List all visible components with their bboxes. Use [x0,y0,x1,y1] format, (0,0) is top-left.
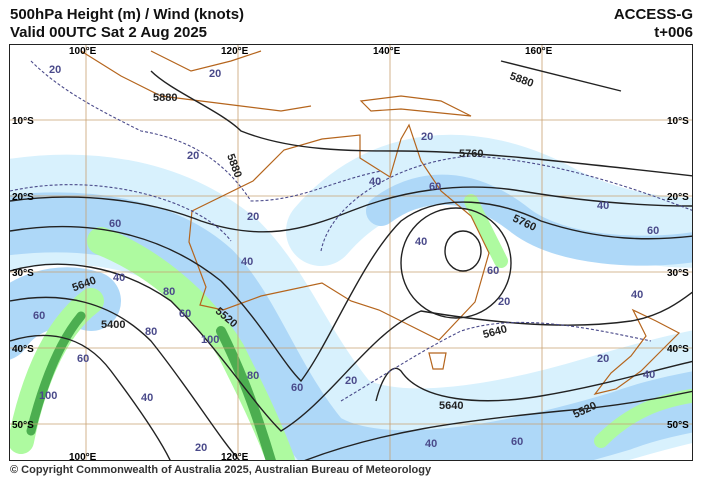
isotach-label: 60 [109,218,121,230]
longitude-labels-top: 100°E 120°E 140°E 160°E [69,46,553,57]
isotach-label: 60 [33,310,45,322]
copyright-notice: © Copyright Commonwealth of Australia 20… [10,464,432,476]
lat-label: 50°S [12,420,34,431]
isotach-label: 100 [201,334,219,346]
lat-label: 40°S [667,344,689,355]
lon-label: 140°E [373,46,401,57]
lon-label: 100°E [69,46,97,57]
isotach-label: 20 [345,375,357,387]
height-contour [150,70,692,177]
lat-label: 40°S [12,344,34,355]
isotach-label: 60 [429,181,441,193]
lat-label: 20°S [12,192,34,203]
height-contour [10,334,171,460]
height-contour-label: 5880 [224,152,244,179]
isotach-label: 60 [179,308,191,320]
height-contour [10,186,692,233]
height-contour [444,230,482,272]
height-contour-label: 5640 [439,400,463,412]
isotach-label: 40 [241,256,253,268]
isotach-label: 60 [77,353,89,365]
isotach-label: 20 [498,296,510,308]
model-name: ACCESS-G [613,6,693,23]
jet-band-80-south [594,389,692,448]
isotach-label: 80 [145,326,157,338]
isotachs [10,60,692,402]
isotach-label: 20 [421,131,433,143]
height-contour-label: 5880 [508,70,535,90]
australia-coast [188,123,490,341]
lon-label: 100°E [69,452,97,461]
lat-label: 50°S [667,420,689,431]
valid-time: Valid 00UTC Sat 2 Aug 2025 [10,24,208,41]
lon-label: 160°E [525,46,553,57]
lat-label: 30°S [12,268,34,279]
isotach-label: 20 [209,68,221,80]
isotach-label: 20 [195,442,207,454]
height-contour [400,207,512,319]
isotach-label: 20 [597,353,609,365]
isotach-line [30,60,382,202]
isotach-line [10,184,232,242]
tasmania-coast [428,352,447,370]
jet-band-100-sw [26,311,86,436]
height-contour-label: 5400 [101,319,125,331]
isotach-label: 40 [631,289,643,301]
latitude-labels-left: 10°S 20°S 30°S 40°S 50°S [12,116,34,431]
weather-map: 100°E 120°E 140°E 160°E 100°E 120°E 10°S… [9,44,693,461]
height-contour [304,390,692,460]
isotach-label: 40 [643,369,655,381]
lat-label: 30°S [667,268,689,279]
isotach-label: 40 [113,272,125,284]
graticule [10,45,692,460]
latitude-labels-right: 10°S 20°S 30°S 40°S 50°S [667,116,689,431]
isotach-label: 40 [141,392,153,404]
jet-band-80-north [464,194,508,268]
height-contour-label: 5880 [153,92,177,104]
new-guinea-coast [359,95,472,117]
wind-labels: 20 20 20 20 40 60 60 40 60 40 80 60 100 … [33,64,659,454]
isotach-label: 60 [647,225,659,237]
isotach-label: 60 [487,265,499,277]
isotach-label: 100 [39,390,57,402]
indonesia-coast [80,50,312,112]
lat-label: 10°S [12,116,34,127]
coastlines [80,50,681,395]
isotach-label: 20 [187,150,199,162]
isotach-label: 80 [163,286,175,298]
height-contour [10,201,692,383]
wind-shading [10,134,692,460]
isotach-label: 40 [415,236,427,248]
isotach-line [320,155,692,252]
lat-label: 10°S [667,116,689,127]
isotach-label: 60 [511,436,523,448]
height-contour-label: 5640 [482,323,509,341]
isotach-label: 40 [369,176,381,188]
lon-label: 120°E [221,46,249,57]
height-contour [500,60,622,92]
isotach-line [340,321,652,402]
height-contour [10,263,692,432]
chart-title: 500hPa Height (m) / Wind (knots) [10,6,245,23]
new-zealand-coast [593,308,681,395]
isotach-label: 20 [49,64,61,76]
longitude-labels-bottom: 100°E 120°E [69,452,249,461]
isotach-label: 60 [291,382,303,394]
lon-label: 120°E [221,452,249,461]
isotach-label: 20 [247,211,259,223]
isotach-label: 80 [247,370,259,382]
jet-band-40-north [286,134,692,268]
map-svg: 100°E 120°E 140°E 160°E 100°E 120°E 10°S… [10,45,692,461]
height-contour [10,296,241,460]
isotach-label: 40 [597,200,609,212]
isotach-label: 40 [425,438,437,450]
height-contour-label: 5760 [459,148,483,160]
height-contours [10,60,692,460]
lat-label: 20°S [667,192,689,203]
lead-time: t+006 [654,24,693,41]
